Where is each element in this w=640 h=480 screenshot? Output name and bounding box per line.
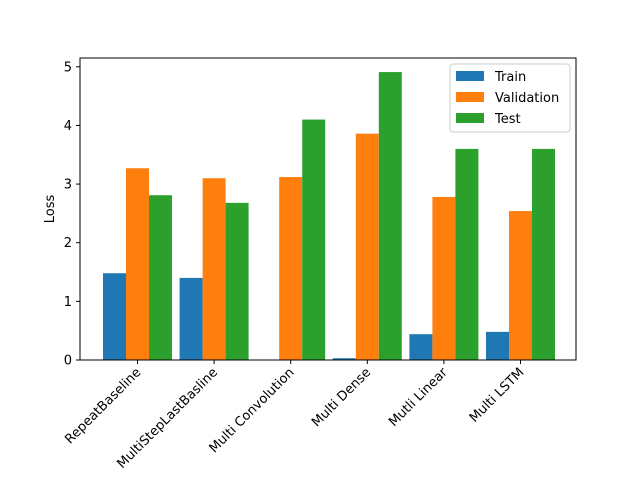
bars-layer (103, 72, 555, 360)
y-axis: 0 1 2 3 4 5 (64, 60, 80, 369)
y-tick-label: 2 (64, 236, 72, 251)
bar-validation-4 (355, 133, 379, 360)
y-tick-label: 3 (64, 178, 72, 193)
bar-test-3 (302, 119, 326, 360)
y-tick-label: 4 (64, 119, 72, 134)
bar-train-2 (179, 277, 203, 360)
legend-swatch-validation (456, 92, 484, 102)
legend: Train Validation Test (449, 63, 571, 133)
bar-test-5 (455, 148, 479, 360)
y-tick-label: 0 (64, 354, 72, 369)
bar-validation-5 (432, 196, 456, 360)
bar-test-1 (149, 195, 172, 360)
bar-test-6 (532, 148, 555, 360)
bar-validation-1 (126, 168, 149, 360)
bar-train-4 (332, 358, 356, 360)
y-tick-label: 5 (64, 60, 72, 75)
legend-label-test: Test (494, 112, 521, 127)
legend-label-validation: Validation (495, 91, 559, 106)
bar-test-2 (225, 202, 249, 360)
bar-test-4 (378, 72, 402, 360)
legend-swatch-test (456, 113, 484, 123)
bar-validation-6 (509, 211, 532, 360)
plot-frame (79, 57, 577, 361)
bar-train-1 (103, 273, 126, 360)
legend-label-train: Train (494, 70, 526, 85)
bar-validation-2 (202, 178, 226, 360)
y-axis-label: Loss (43, 195, 58, 224)
legend-swatch-train (456, 71, 484, 81)
y-tick-label: 1 (64, 295, 72, 310)
bar-validation-3 (279, 177, 303, 360)
bar-train-6 (486, 331, 509, 360)
bar-train-5 (409, 334, 433, 360)
